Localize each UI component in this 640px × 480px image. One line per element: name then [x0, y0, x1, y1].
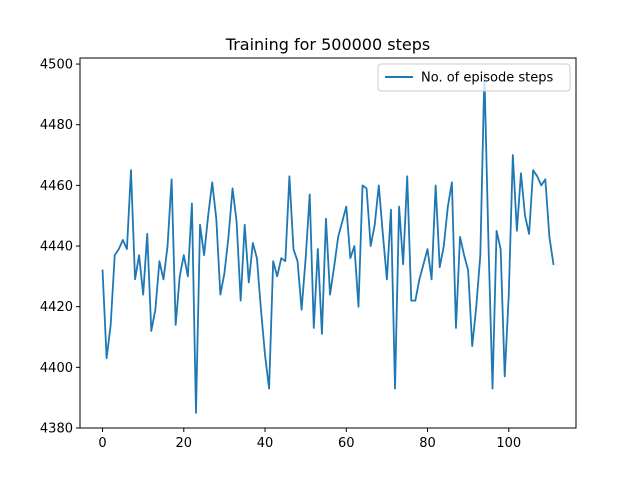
series-layer — [101, 72, 555, 414]
y-tick-label: 4480 — [40, 118, 73, 133]
y-tick-label: 4460 — [40, 179, 73, 194]
y-tick-label: 4500 — [40, 58, 73, 73]
series-line — [101, 72, 555, 414]
legend-box — [377, 63, 571, 92]
x-tick-label: 60 — [338, 436, 355, 451]
x-tick-label: 20 — [176, 436, 193, 451]
chart-title: Training for 500000 steps — [225, 35, 430, 54]
legend: No. of episode steps — [377, 63, 571, 92]
x-tick-label: 0 — [98, 436, 106, 451]
y-tick-label: 4440 — [40, 240, 73, 255]
legend-label: No. of episode steps — [421, 71, 553, 86]
y-tick-label: 4400 — [40, 361, 73, 376]
x-tick-label: 40 — [257, 436, 274, 451]
x-tick-label: 80 — [419, 436, 436, 451]
y-axis: 4380 4400 4420 4440 4460 4480 4500 — [40, 58, 80, 437]
y-tick-label: 4380 — [40, 422, 73, 437]
x-axis: 0 20 40 60 80 100 — [98, 428, 521, 451]
y-tick-label: 4420 — [40, 300, 73, 315]
x-tick-label: 100 — [496, 436, 521, 451]
